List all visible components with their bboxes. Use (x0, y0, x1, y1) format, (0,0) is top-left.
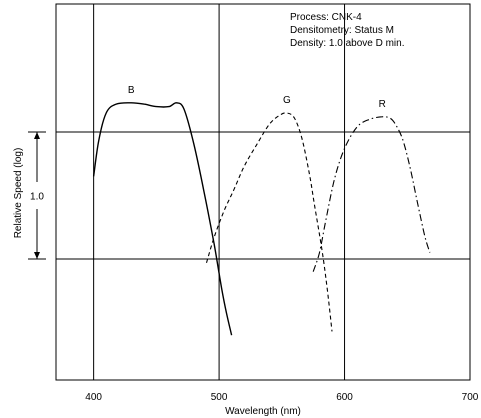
curves: B G R (92, 85, 431, 336)
x-tick-700: 700 (462, 392, 479, 403)
series-label-G: G (283, 95, 291, 106)
scale-bar-up-arrow (34, 132, 40, 139)
grid-lines (56, 4, 470, 380)
annotation-line-3: Density: 1.0 above D min. (290, 38, 405, 49)
x-tick-500: 500 (211, 392, 228, 403)
curve-R (312, 116, 431, 272)
x-tick-400: 400 (85, 392, 102, 403)
scale-bar: 1.0 (28, 131, 46, 260)
series-label-B: B (128, 85, 135, 96)
x-axis-label: Wavelength (nm) (225, 406, 301, 417)
annotation-line-2: Densitometry: Status M (290, 25, 394, 36)
annotation-line-1: Process: CNK-4 (290, 12, 362, 23)
x-tick-labels: 400 500 600 700 (85, 392, 478, 403)
series-label-R: R (379, 99, 386, 110)
scale-bar-label: 1.0 (30, 192, 44, 203)
annotation-block: Process: CNK-4 Densitometry: Status M De… (290, 12, 405, 49)
curve-B (92, 102, 233, 336)
plot-frame (55, 3, 471, 381)
scale-bar-down-arrow (34, 252, 40, 259)
curve-G (205, 112, 333, 332)
x-tick-600: 600 (336, 392, 353, 403)
y-axis-label: Relative Speed (log) (13, 148, 24, 239)
